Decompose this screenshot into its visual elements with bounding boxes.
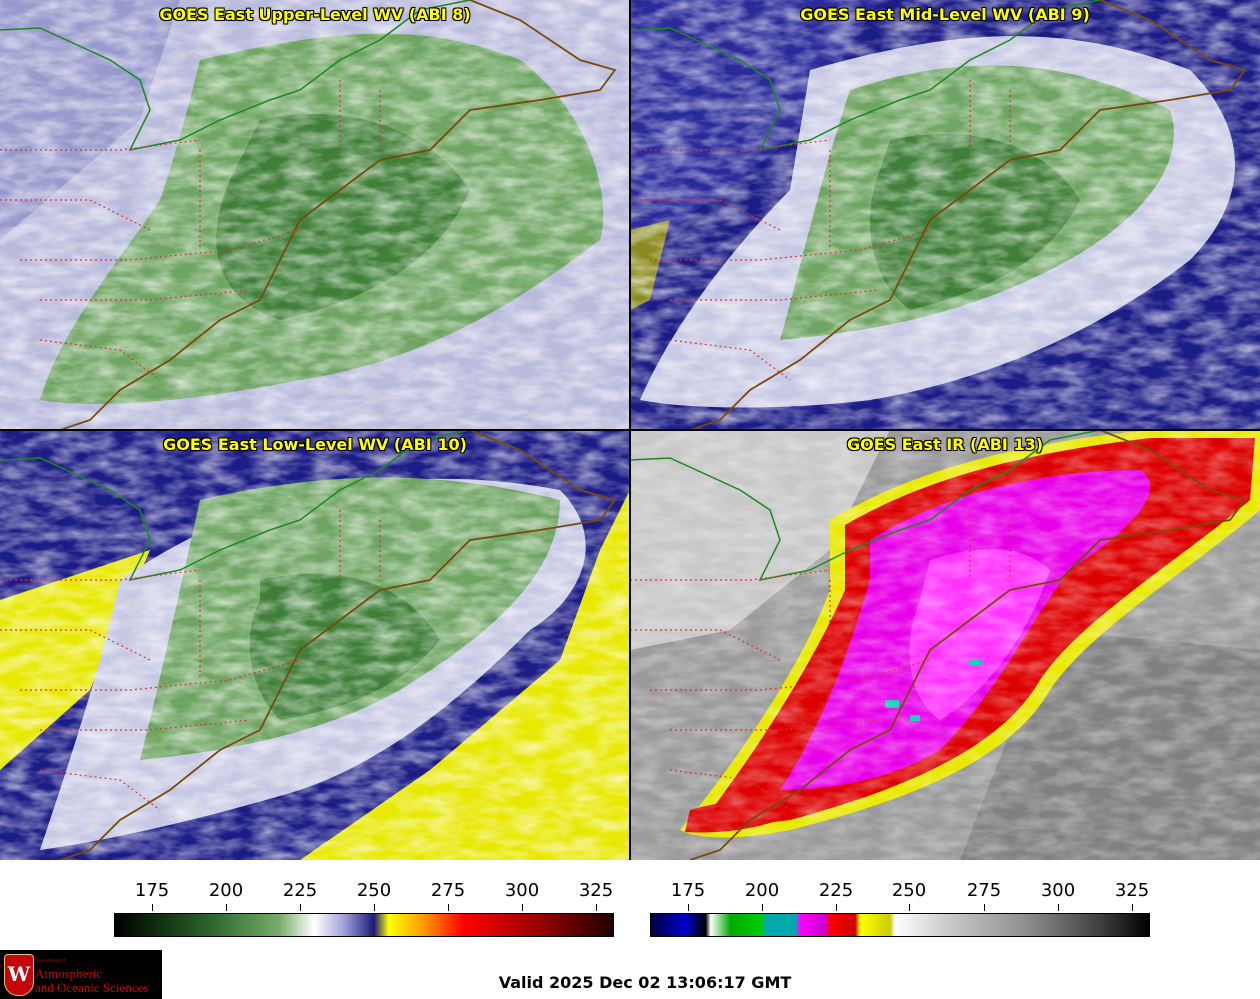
panel-title: GOES East Low-Level WV (ABI 10) [163,435,467,454]
tick-mark [374,904,375,911]
tick-mark [596,904,597,911]
upper-level-wv-panel: GOES East Upper-Level WV (ABI 8) [0,0,630,430]
panel-title: GOES East IR (ABI 13) [846,435,1044,454]
valid-time: Valid 2025 Dec 02 13:06:17 GMT [498,973,792,992]
tick-mark [909,904,910,911]
panel-divider-horizontal [0,429,1260,431]
aos-logo: W Department of Atmospheric and Oceanic … [0,950,162,999]
tick-mark [984,904,985,911]
satellite-image [0,0,630,430]
low-level-wv-panel: GOES East Low-Level WV (ABI 10) [0,430,630,860]
tick-label: 275 [430,880,466,901]
wv-colorbar: 175 200 225 250 275 300 325 [114,870,614,937]
panel-title: GOES East Upper-Level WV (ABI 8) [159,5,471,24]
tick-mark [300,904,301,911]
tick-label: 325 [1114,880,1150,901]
tick-label: 225 [282,880,318,901]
tick-label: 250 [891,880,927,901]
tick-mark [522,904,523,911]
ir-panel: GOES East IR (ABI 13) [630,430,1260,860]
satellite-image [630,0,1260,430]
logo-line-1: Atmospheric [35,966,103,981]
tick-label: 200 [744,880,780,901]
tick-label: 175 [134,880,170,901]
tick-label: 300 [1040,880,1076,901]
colorbar-ticks: 175 200 225 250 275 300 325 [114,870,614,913]
tick-mark [448,904,449,911]
panel-title: GOES East Mid-Level WV (ABI 9) [800,5,1090,24]
uw-shield-icon: W [4,954,34,996]
tick-label: 175 [670,880,706,901]
satellite-image [0,430,630,860]
mid-level-wv-panel: GOES East Mid-Level WV (ABI 9) [630,0,1260,430]
tick-label: 200 [208,880,244,901]
tick-label: 300 [504,880,540,901]
tick-mark [836,904,837,911]
satellite-image [630,430,1260,860]
tick-mark [226,904,227,911]
tick-label: 250 [356,880,392,901]
tick-mark [762,904,763,911]
tick-mark [1132,904,1133,911]
tick-mark [152,904,153,911]
colorbar-gradient [650,913,1150,937]
tick-label: 275 [966,880,1002,901]
logo-line-2: and Oceanic Sciences [35,980,149,995]
tick-label: 225 [818,880,854,901]
tick-mark [1058,904,1059,911]
ir-colorbar: 175 200 225 250 275 300 325 [650,870,1150,937]
colorbar-ticks: 175 200 225 250 275 300 325 [650,870,1150,913]
tick-label: 325 [578,880,614,901]
colorbar-gradient [114,913,614,937]
logo-dept-text: Department of [36,958,66,963]
tick-mark [688,904,689,911]
